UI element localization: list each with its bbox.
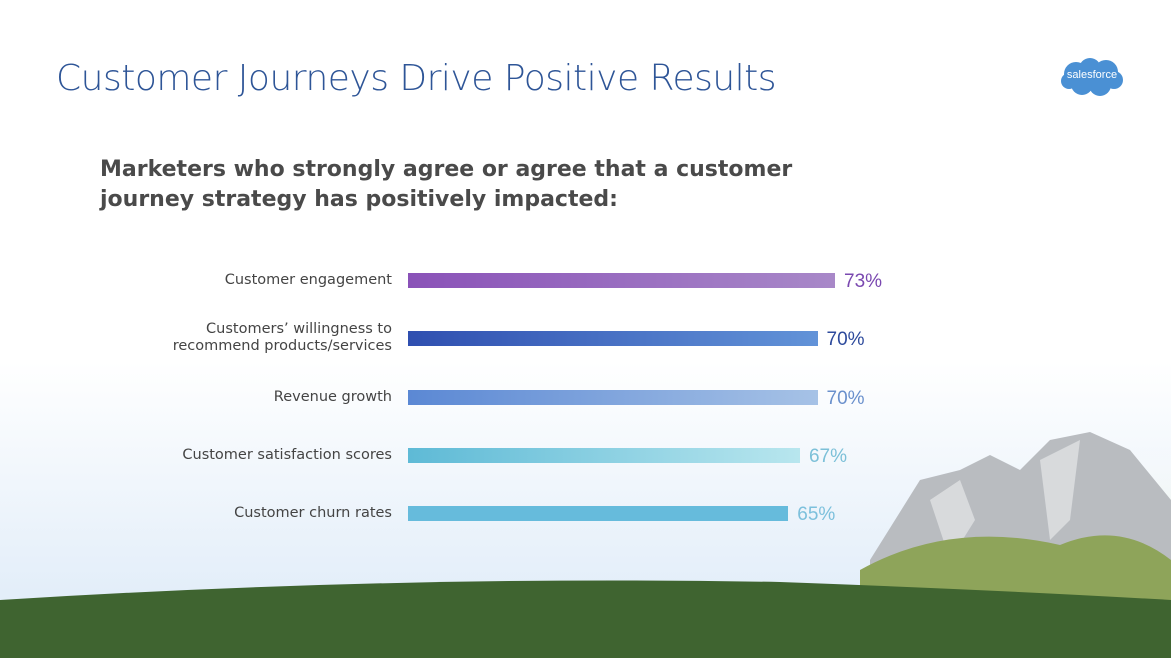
bar bbox=[408, 448, 800, 463]
category-label: Customer churn rates bbox=[234, 505, 392, 521]
chart-row: Customer churn rates 65% bbox=[0, 494, 1171, 534]
cloud-icon bbox=[1061, 58, 1123, 96]
bar bbox=[408, 273, 836, 288]
value-label: 65% bbox=[797, 504, 836, 525]
category-label: Customer satisfaction scores bbox=[182, 447, 392, 463]
chart-row: Customer engagement 73% bbox=[0, 261, 1171, 301]
category-label: Customer engagement bbox=[224, 272, 392, 288]
value-label: 70% bbox=[826, 388, 865, 409]
bar bbox=[408, 390, 818, 405]
value-label: 73% bbox=[844, 271, 883, 292]
salesforce-logo: salesforce bbox=[1060, 56, 1124, 98]
category-label: Revenue growth bbox=[273, 389, 392, 405]
chart-row: Customer satisfaction scores 67% bbox=[0, 436, 1171, 476]
value-label: 67% bbox=[808, 446, 847, 467]
chart-row: Customers’ willingness to recommend prod… bbox=[0, 319, 1171, 359]
value-label: 70% bbox=[826, 329, 865, 350]
slide-title: Customer Journeys Drive Positive Results bbox=[56, 58, 777, 99]
bar bbox=[408, 331, 818, 346]
chart-row: Revenue growth 70% bbox=[0, 378, 1171, 418]
logo-text: salesforce bbox=[1066, 69, 1118, 81]
bar bbox=[408, 506, 789, 521]
category-label: Customers’ willingness to recommend prod… bbox=[172, 321, 392, 354]
chart-title: Marketers who strongly agree or agree th… bbox=[100, 157, 793, 212]
